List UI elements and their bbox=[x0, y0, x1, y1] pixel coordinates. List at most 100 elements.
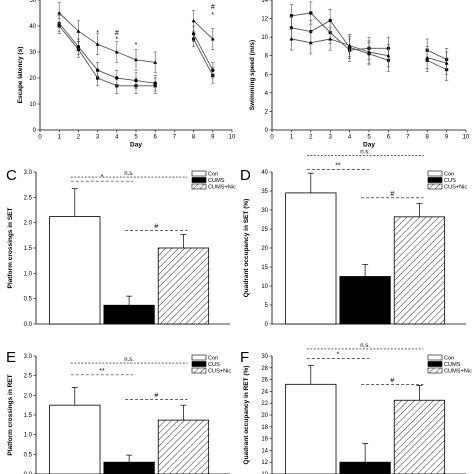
bar-1 bbox=[49, 216, 101, 325]
series-1-line bbox=[193, 38, 214, 76]
y-tick-label: 0.0 bbox=[24, 472, 33, 474]
significance-label: # bbox=[390, 191, 394, 198]
bar-3 bbox=[393, 216, 446, 325]
x-tick-label: 0 bbox=[270, 135, 274, 141]
legend-swatch bbox=[427, 177, 443, 183]
series-1-line bbox=[427, 49, 447, 60]
significance-label: # bbox=[154, 392, 158, 399]
y-tick-label: 0 bbox=[265, 322, 269, 328]
bar-1 bbox=[285, 192, 337, 325]
x-axis-label: Day bbox=[130, 142, 142, 149]
y-tick-label: 30 bbox=[29, 50, 36, 56]
bar-2 bbox=[103, 461, 155, 474]
significance-mark: # bbox=[115, 30, 119, 37]
legend-label: Con bbox=[208, 172, 218, 178]
y-tick-label: 2.5 bbox=[24, 374, 33, 380]
legend-label: CUS+Nic bbox=[444, 185, 467, 191]
significance-label: n.s. bbox=[360, 343, 370, 349]
significance-mark: # bbox=[211, 4, 215, 11]
y-tick-label: 6 bbox=[265, 72, 269, 78]
legend-swatch bbox=[427, 354, 443, 361]
significance-label: n.s. bbox=[360, 150, 370, 156]
bar-2 bbox=[103, 304, 155, 325]
y-tick-label: 0.5 bbox=[24, 452, 33, 458]
y-tick-label: 40 bbox=[29, 24, 36, 30]
bar-1 bbox=[49, 404, 101, 474]
panel-d-quadrant-occupancy-set: 0 5 10 15 20 25 30 35 40 Quadrant occupancy in SE… bbox=[240, 150, 467, 328]
x-tick-label: 7 bbox=[406, 135, 410, 141]
legend-label: CUS bbox=[208, 362, 220, 368]
data-point bbox=[153, 81, 157, 85]
data-point bbox=[210, 37, 215, 41]
y-tick-label: 20 bbox=[261, 246, 268, 252]
y-tick-label: 40 bbox=[261, 170, 268, 176]
y-tick-label: 30 bbox=[261, 354, 268, 360]
data-point bbox=[191, 18, 196, 23]
legend-swatch bbox=[191, 354, 207, 361]
y-tick-label: 10 bbox=[261, 284, 268, 290]
panel-letter: F bbox=[240, 349, 249, 366]
x-tick-label: 2 bbox=[77, 135, 81, 141]
x-tick-label: 4 bbox=[348, 135, 352, 141]
series-3-line bbox=[193, 20, 214, 40]
legend-label: CUMS bbox=[208, 178, 225, 184]
x-tick-label: 1 bbox=[58, 135, 62, 141]
data-point bbox=[367, 50, 371, 54]
y-tick-label: 0.5 bbox=[24, 297, 33, 303]
data-point bbox=[76, 45, 81, 49]
y-tick-label: 8 bbox=[265, 54, 269, 60]
significance-label: # bbox=[390, 377, 394, 384]
data-point bbox=[289, 14, 293, 18]
panel-c-platform-crossings-set: 0.0 0.5 1.0 1.5 2.0 2.5 3.0 Platform crossings … bbox=[6, 167, 236, 328]
significance-label: n.s. bbox=[124, 357, 134, 363]
y-tick-label: 12 bbox=[261, 460, 268, 466]
series-2-line bbox=[291, 19, 389, 61]
panel-e-platform-crossings-ret: 0.0 0.5 1.0 1.5 2.0 2.5 3.0 Platform crossings … bbox=[6, 349, 231, 474]
x-tick-label: 3 bbox=[96, 135, 100, 141]
data-point bbox=[425, 55, 430, 60]
y-tick-label: 20 bbox=[261, 413, 268, 419]
y-tick-label: 3.0 bbox=[24, 170, 33, 176]
legend-label: Con bbox=[208, 356, 218, 362]
y-tick-label: 1.0 bbox=[24, 433, 33, 439]
legend-swatch bbox=[427, 183, 443, 190]
y-tick-label: 26 bbox=[261, 378, 268, 384]
y-tick-label: 24 bbox=[261, 389, 268, 395]
y-tick-label: 30 bbox=[261, 208, 268, 214]
series-3-line bbox=[427, 57, 447, 64]
significance-label: * bbox=[101, 174, 104, 181]
y-tick-label: 1.0 bbox=[24, 271, 33, 277]
significance-mark: * bbox=[96, 30, 99, 37]
y-tick-label: 25 bbox=[261, 227, 268, 233]
series-1-line bbox=[58, 25, 156, 87]
significance-label: * bbox=[337, 351, 340, 358]
x-tick-label: 6 bbox=[154, 135, 158, 141]
panel-f-quadrant-occupancy-ret: 10 12 14 16 18 20 22 24 26 28 30 Quadrant occupancy… bbox=[240, 343, 472, 474]
x-tick-label: 9 bbox=[211, 135, 215, 141]
legend-swatch bbox=[427, 170, 443, 177]
bar-3 bbox=[157, 247, 210, 325]
data-point bbox=[211, 68, 215, 72]
data-point bbox=[308, 40, 313, 45]
legend-label: CUS bbox=[444, 178, 456, 184]
y-tick-label: 2.0 bbox=[24, 393, 33, 399]
bar-3 bbox=[157, 419, 210, 474]
panel-letter: C bbox=[6, 167, 17, 184]
data-point bbox=[115, 76, 119, 80]
significance-label: ** bbox=[99, 368, 105, 375]
y-tick-label: 5 bbox=[265, 303, 269, 309]
data-point bbox=[57, 11, 62, 15]
series-2-line bbox=[427, 59, 447, 71]
x-tick-label: 3 bbox=[329, 135, 333, 141]
x-tick-label: 9 bbox=[445, 135, 449, 141]
y-tick-label: 28 bbox=[261, 366, 268, 372]
y-tick-label: 12 bbox=[261, 17, 268, 23]
y-tick-label: 16 bbox=[261, 437, 268, 443]
legend-swatch bbox=[191, 177, 207, 183]
data-point bbox=[309, 11, 313, 15]
y-tick-label: 10 bbox=[261, 35, 268, 41]
data-point bbox=[386, 53, 391, 58]
y-tick-label: 4 bbox=[265, 91, 269, 97]
data-point bbox=[444, 61, 449, 65]
